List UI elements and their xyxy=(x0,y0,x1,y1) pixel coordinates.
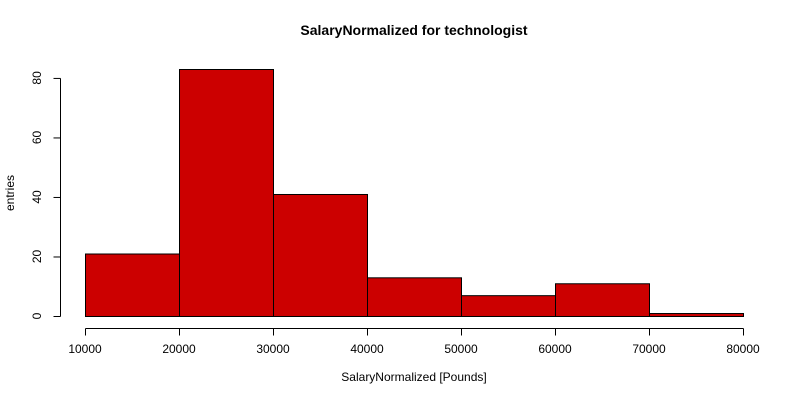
x-tick-label: 30000 xyxy=(256,342,290,356)
x-tick-label: 20000 xyxy=(162,342,196,356)
y-tick-label: 40 xyxy=(30,190,44,204)
x-tick-label: 40000 xyxy=(350,342,384,356)
histogram-bar xyxy=(273,193,368,317)
y-axis-label: entries xyxy=(3,175,17,211)
x-tick-label: 50000 xyxy=(444,342,478,356)
y-tick-label: 20 xyxy=(30,249,44,263)
x-tick-label: 80000 xyxy=(726,342,760,356)
y-tick-label: 60 xyxy=(30,130,44,144)
histogram-bar xyxy=(179,69,274,317)
histogram-bar xyxy=(367,277,462,318)
x-axis: 10000 20000 30000 40000 50000 60000 70000 80000 xyxy=(68,328,760,356)
y-axis: 0 20 40 60 80 xyxy=(30,71,61,319)
histogram-bar xyxy=(649,313,744,318)
x-axis-label: SalaryNormalized [Pounds] xyxy=(341,370,486,384)
x-tick-label: 70000 xyxy=(632,342,666,356)
histogram-bar xyxy=(555,283,650,317)
histogram-bar xyxy=(461,295,556,317)
x-tick-label: 10000 xyxy=(68,342,102,356)
bars-group xyxy=(85,69,744,318)
histogram-bar xyxy=(85,253,180,318)
y-tick-label: 0 xyxy=(30,312,44,319)
y-tick-label: 80 xyxy=(30,71,44,85)
chart-title: SalaryNormalized for technologist xyxy=(300,22,527,38)
x-tick-label: 60000 xyxy=(538,342,572,356)
